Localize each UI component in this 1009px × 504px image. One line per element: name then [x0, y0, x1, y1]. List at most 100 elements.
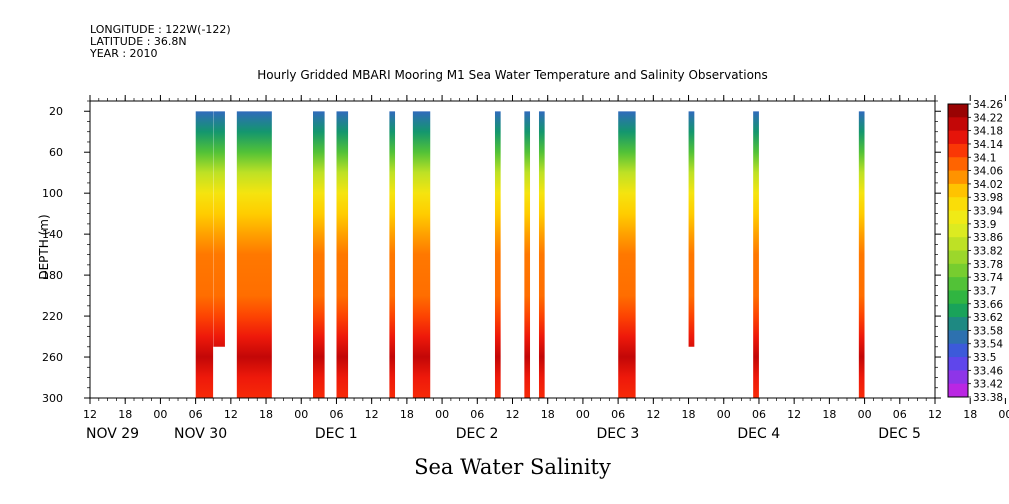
- x-tick-label: 06: [893, 408, 907, 421]
- observation-bar: [336, 111, 349, 398]
- colorbar-swatch: [948, 117, 968, 132]
- y-tick-label: 300: [42, 392, 63, 405]
- observation-bar: [524, 111, 531, 398]
- colorbar-label: 33.7: [973, 285, 996, 297]
- colorbar-swatch: [948, 290, 968, 305]
- x-tick-label: 06: [470, 408, 484, 421]
- colorbar-swatch: [948, 330, 968, 345]
- x-tick-label: 00: [717, 408, 731, 421]
- colorbar-label: 34.02: [973, 179, 1003, 191]
- colorbar-swatch: [948, 343, 968, 358]
- observation-bar: [312, 111, 325, 398]
- colorbar-swatch: [948, 303, 968, 318]
- colorbar-label: 33.98: [973, 192, 1003, 204]
- colorbar-label: 34.26: [973, 99, 1003, 111]
- x-tick-label: 00: [858, 408, 872, 421]
- x-tick-label: 12: [646, 408, 660, 421]
- x-day-label: DEC 4: [737, 426, 780, 442]
- x-day-label: NOV 29: [86, 426, 139, 442]
- colorbar-swatch: [948, 263, 968, 278]
- colorbar-label: 33.46: [973, 365, 1003, 377]
- colorbar-swatch: [948, 130, 968, 145]
- x-tick-label: 12: [83, 408, 97, 421]
- colorbar-swatch: [948, 237, 968, 251]
- colorbar-swatch: [948, 383, 968, 398]
- y-tick-label: 260: [42, 351, 63, 364]
- y-tick-label: 60: [49, 146, 63, 159]
- colorbar-label: 33.66: [973, 299, 1003, 311]
- chart-title: Hourly Gridded MBARI Mooring M1 Sea Wate…: [257, 68, 768, 82]
- x-tick-label: 18: [118, 408, 132, 421]
- x-tick-label: 00: [435, 408, 449, 421]
- observation-bar: [753, 111, 759, 398]
- colorbar-label: 34.18: [973, 126, 1003, 138]
- observation-bar: [538, 111, 545, 398]
- x-tick-label: 06: [752, 408, 766, 421]
- x-day-label: DEC 1: [315, 426, 358, 442]
- x-tick-label: 18: [259, 408, 273, 421]
- colorbar-swatch: [948, 170, 968, 185]
- colorbar-label: 33.86: [973, 232, 1003, 244]
- colorbar-label: 33.38: [973, 392, 1003, 404]
- colorbar-swatch: [948, 250, 968, 265]
- observation-bar: [389, 111, 396, 398]
- observation-bar: [213, 111, 225, 347]
- latitude-label: LATITUDE : 36.8N: [90, 35, 187, 48]
- y-tick-label: 140: [42, 228, 63, 241]
- x-tick-label: 00: [294, 408, 308, 421]
- colorbar-label: 33.42: [973, 379, 1003, 391]
- x-tick-label: 12: [928, 408, 942, 421]
- colorbar-label: 33.5: [973, 352, 996, 364]
- colorbar-swatch: [948, 183, 968, 198]
- x-tick-label: 12: [787, 408, 801, 421]
- observation-bar: [412, 111, 431, 398]
- observation-bar: [236, 111, 272, 398]
- colorbar-swatch: [948, 317, 968, 331]
- colorbar-label: 33.62: [973, 312, 1003, 324]
- colorbar-label: 33.94: [973, 206, 1003, 218]
- colorbar-label: 33.9: [973, 219, 996, 231]
- colorbar-label: 33.54: [973, 339, 1003, 351]
- colorbar-swatch: [948, 277, 968, 291]
- colorbar-swatch: [948, 104, 968, 118]
- x-day-label: NOV 30: [174, 426, 227, 442]
- observation-bar: [494, 111, 501, 398]
- y-tick-label: 100: [42, 187, 63, 200]
- colorbar-swatch: [948, 357, 968, 371]
- x-day-label: DEC 5: [878, 426, 921, 442]
- colorbar-swatch: [948, 157, 968, 172]
- colorbar-label: 34.06: [973, 166, 1003, 178]
- x-tick-label: 00: [153, 408, 167, 421]
- colorbar-swatch: [948, 143, 968, 158]
- x-day-label: DEC 2: [456, 426, 499, 442]
- longitude-label: LONGITUDE : 122W(-122): [90, 23, 231, 36]
- x-tick-label: 06: [611, 408, 625, 421]
- x-tick-label: 00: [576, 408, 590, 421]
- colorbar-label: 34.22: [973, 112, 1003, 124]
- y-tick-label: 220: [42, 310, 63, 323]
- observation-bar: [688, 111, 695, 347]
- x-tick-label: 12: [506, 408, 520, 421]
- colorbar-label: 33.58: [973, 325, 1003, 337]
- x-tick-label: 18: [541, 408, 555, 421]
- colorbar-label: 33.74: [973, 272, 1003, 284]
- x-tick-label: 00: [998, 408, 1009, 421]
- x-tick-label: 12: [224, 408, 238, 421]
- colorbar-swatch: [948, 223, 968, 238]
- x-tick-label: 12: [365, 408, 379, 421]
- x-tick-label: 18: [822, 408, 836, 421]
- colorbar-swatch: [948, 370, 968, 385]
- y-tick-label: 20: [49, 105, 63, 118]
- colorbar-label: 33.82: [973, 246, 1003, 258]
- x-tick-label: 06: [189, 408, 203, 421]
- colorbar-swatch: [948, 197, 968, 212]
- colorbar-label: 33.78: [973, 259, 1003, 271]
- x-tick-label: 18: [682, 408, 696, 421]
- x-tick-label: 06: [329, 408, 343, 421]
- y-tick-label: 180: [42, 269, 63, 282]
- x-tick-label: 18: [963, 408, 977, 421]
- observation-bar: [618, 111, 636, 398]
- x-tick-label: 18: [400, 408, 414, 421]
- observation-bar: [858, 111, 865, 398]
